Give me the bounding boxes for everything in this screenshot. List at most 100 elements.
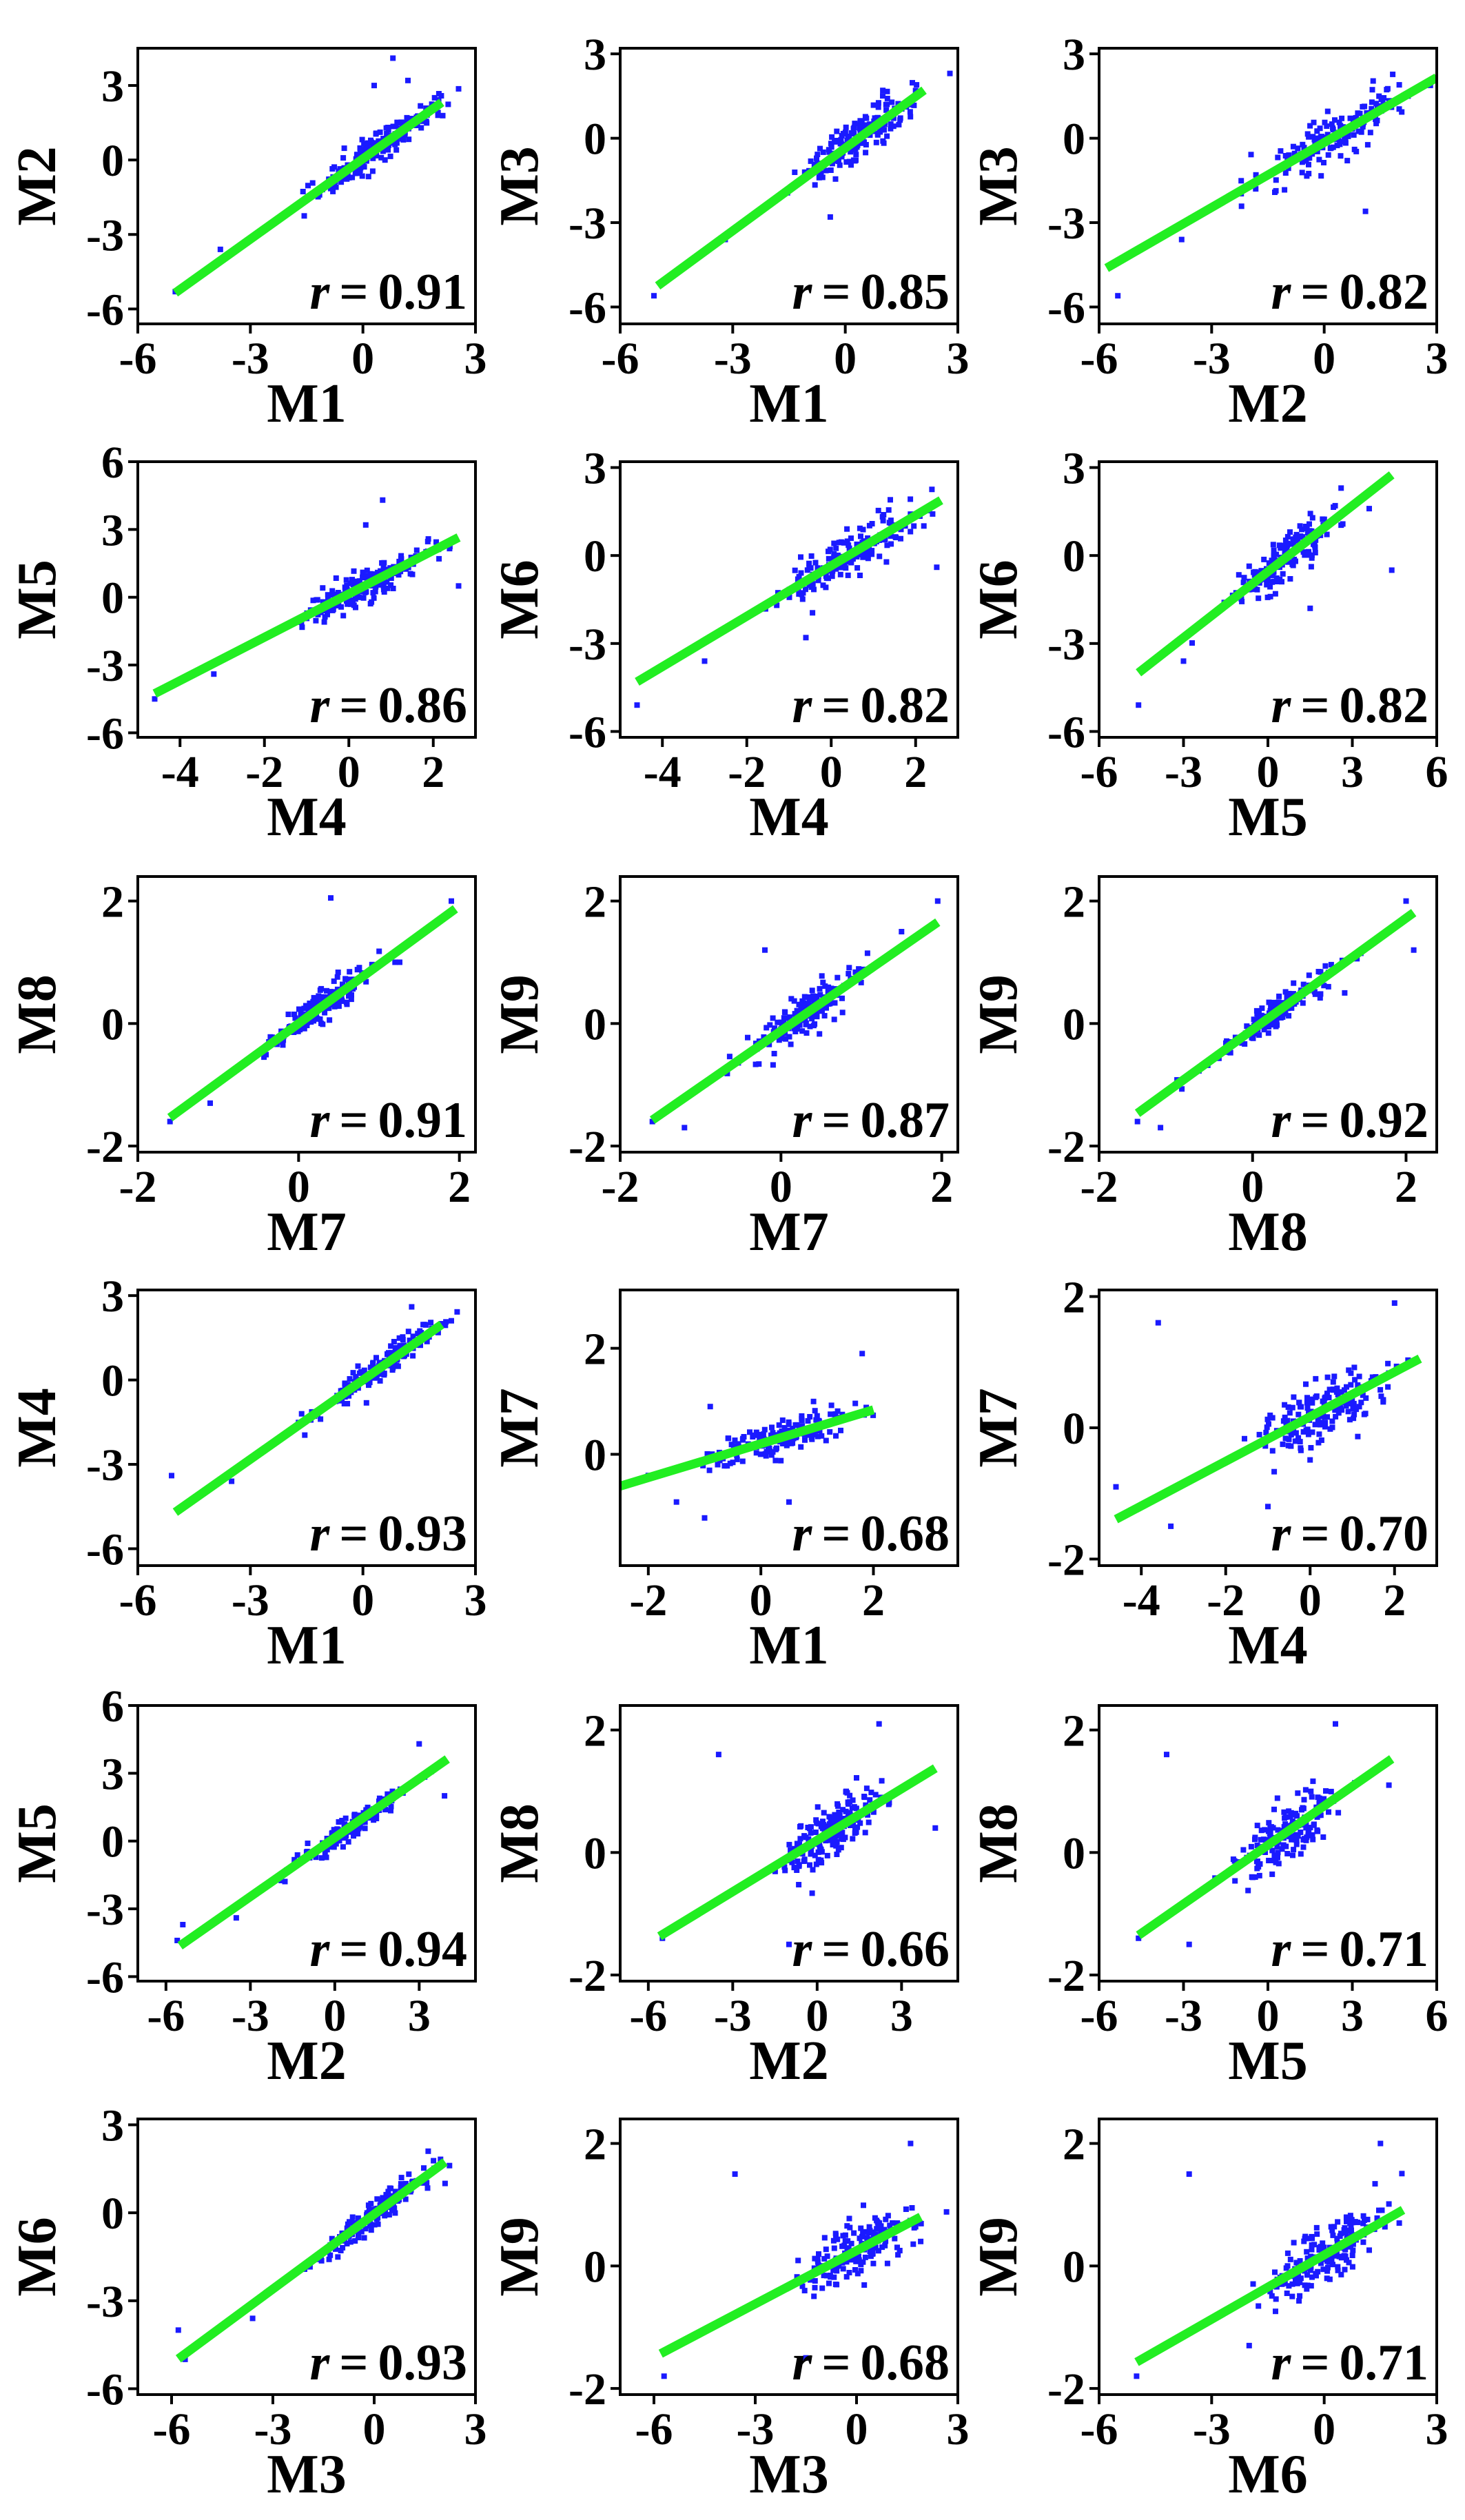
data-point	[330, 188, 336, 194]
data-point	[1265, 1504, 1271, 1510]
data-point	[1282, 989, 1289, 995]
y-tick-label: 2	[101, 877, 124, 928]
data-point	[704, 1451, 710, 1457]
data-point	[1309, 2235, 1315, 2242]
data-point	[291, 1856, 298, 1863]
data-point	[794, 1007, 800, 1014]
data-point	[1268, 1004, 1274, 1010]
data-point	[848, 535, 854, 542]
data-point	[373, 1355, 379, 1361]
data-point	[327, 2252, 334, 2258]
data-point	[378, 2198, 384, 2203]
data-point	[1346, 1400, 1352, 1406]
data-point	[1352, 1377, 1358, 1383]
data-point	[333, 575, 339, 581]
data-point	[732, 2171, 738, 2177]
data-point	[1385, 1360, 1391, 1366]
data-point	[831, 1016, 837, 1023]
data-point	[388, 582, 394, 588]
x-tick-label: -2	[602, 1162, 639, 1212]
fit-line	[620, 1405, 875, 1491]
data-point	[757, 1451, 764, 1457]
data-point	[1310, 1778, 1316, 1784]
data-point	[1276, 1000, 1282, 1006]
data-point	[1283, 2265, 1289, 2271]
data-point	[341, 145, 347, 152]
data-point	[805, 1825, 811, 1830]
data-point	[374, 2196, 380, 2202]
data-point	[318, 1416, 324, 1422]
data-point	[380, 586, 387, 593]
data-point	[885, 507, 892, 513]
data-point	[823, 167, 829, 174]
r-equals: =	[339, 1921, 368, 1978]
data-point	[1306, 134, 1312, 140]
data-point	[1349, 2253, 1355, 2258]
data-point	[1411, 947, 1417, 953]
data-point	[313, 617, 319, 624]
data-point	[1369, 87, 1375, 93]
data-point	[325, 592, 331, 598]
data-point	[1318, 991, 1324, 997]
data-point	[835, 1847, 841, 1853]
data-point	[837, 162, 843, 168]
data-point	[715, 1752, 721, 1758]
data-point	[858, 2268, 864, 2274]
data-point	[327, 989, 334, 995]
data-point	[787, 1014, 793, 1021]
data-point	[1280, 1418, 1287, 1424]
fit-line	[1134, 909, 1417, 1117]
data-point	[881, 512, 887, 518]
data-point	[1186, 2171, 1192, 2177]
data-point	[794, 2274, 800, 2280]
r-value: 0.71	[1340, 1921, 1429, 1978]
data-point	[1291, 1812, 1297, 1818]
data-point	[1311, 2242, 1318, 2248]
data-point	[852, 1830, 858, 1836]
data-point	[413, 547, 420, 553]
data-point	[843, 1808, 849, 1814]
data-point	[1304, 2286, 1310, 2292]
data-point	[1384, 87, 1390, 93]
data-point	[921, 523, 927, 529]
data-point	[853, 1805, 859, 1812]
data-point	[1294, 1813, 1300, 1819]
data-point	[320, 599, 326, 605]
data-point	[1330, 1379, 1336, 1385]
data-point	[1360, 2220, 1366, 2226]
data-point	[786, 1438, 792, 1444]
data-point	[422, 1322, 428, 1328]
fit-line	[152, 533, 461, 698]
r-value: 0.82	[1340, 264, 1429, 320]
data-point	[734, 1456, 740, 1462]
data-point	[324, 987, 329, 994]
data-point	[1253, 186, 1259, 192]
r-symbol: r	[1271, 1092, 1292, 1149]
data-point	[827, 214, 833, 220]
data-point	[854, 1775, 859, 1781]
data-point	[296, 1006, 302, 1012]
data-point	[1284, 994, 1290, 1000]
data-point	[1385, 1384, 1391, 1390]
data-point	[303, 1003, 309, 1009]
data-point	[808, 565, 814, 571]
data-point	[334, 974, 340, 980]
data-point	[847, 1799, 853, 1805]
r-symbol: r	[792, 1921, 813, 1978]
x-tick-label: 3	[1426, 334, 1448, 384]
data-point	[811, 161, 817, 167]
data-point	[843, 2274, 850, 2280]
data-point	[1357, 110, 1363, 116]
data-point	[326, 2256, 332, 2262]
data-point	[796, 1001, 802, 1007]
data-point	[1351, 1400, 1357, 1406]
data-point	[1262, 1837, 1269, 1843]
data-point	[1304, 530, 1311, 536]
data-point	[726, 1435, 732, 1442]
data-point	[1280, 1441, 1286, 1447]
data-point	[1259, 1005, 1265, 1012]
data-point	[826, 1836, 832, 1842]
data-point	[1268, 1824, 1274, 1830]
correlation-label: r = 0.93	[310, 1506, 467, 1562]
